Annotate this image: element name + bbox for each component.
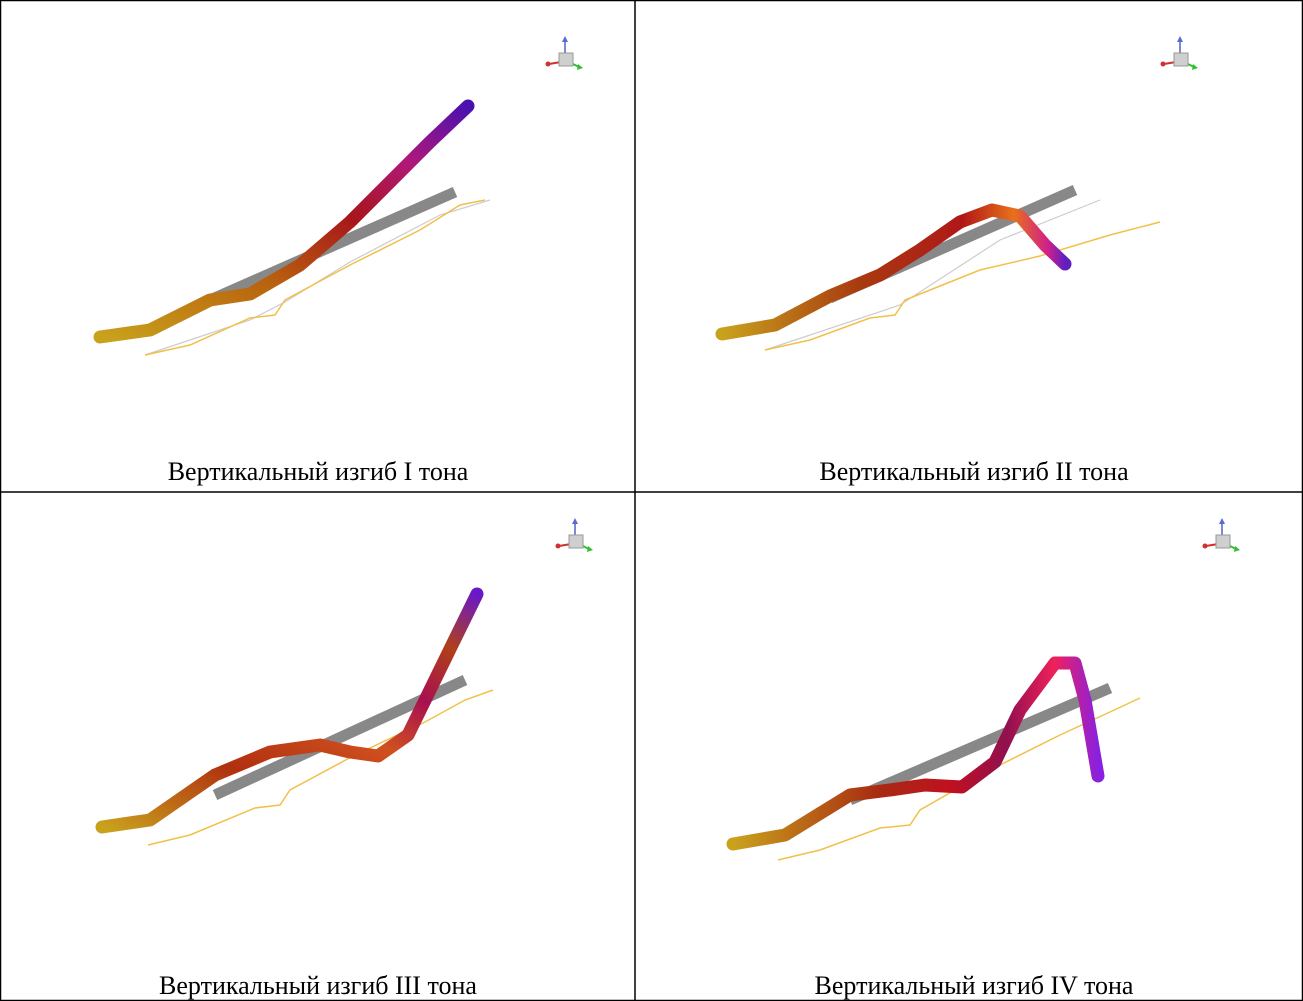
mode-shape — [733, 518, 1240, 860]
axes-icon — [1203, 518, 1241, 552]
axes-icon — [546, 36, 584, 70]
document: Вертикальный изгиб I тона Вертикальный и… — [0, 0, 1303, 1001]
mode-shape — [722, 36, 1198, 350]
beam — [850, 688, 1110, 800]
caption: Вертикальный изгиб I тона — [168, 457, 469, 486]
baseline — [145, 200, 490, 355]
page: Вертикальный изгиб I тона Вертикальный и… — [0, 0, 1303, 1001]
beam — [210, 192, 455, 300]
table-border — [1, 1, 1303, 1001]
caption: Вертикальный изгиб II тона — [819, 457, 1129, 486]
caption: Вертикальный изгиб III тона — [159, 971, 477, 1000]
axes-icon — [1161, 36, 1199, 70]
caption: Вертикальный изгиб IV тона — [815, 971, 1134, 1000]
baseline — [145, 200, 485, 355]
baseline — [765, 200, 1100, 350]
baseline — [148, 690, 493, 845]
axes-icon — [556, 518, 594, 552]
mode-shape — [100, 36, 583, 355]
mode-shape — [102, 518, 593, 845]
